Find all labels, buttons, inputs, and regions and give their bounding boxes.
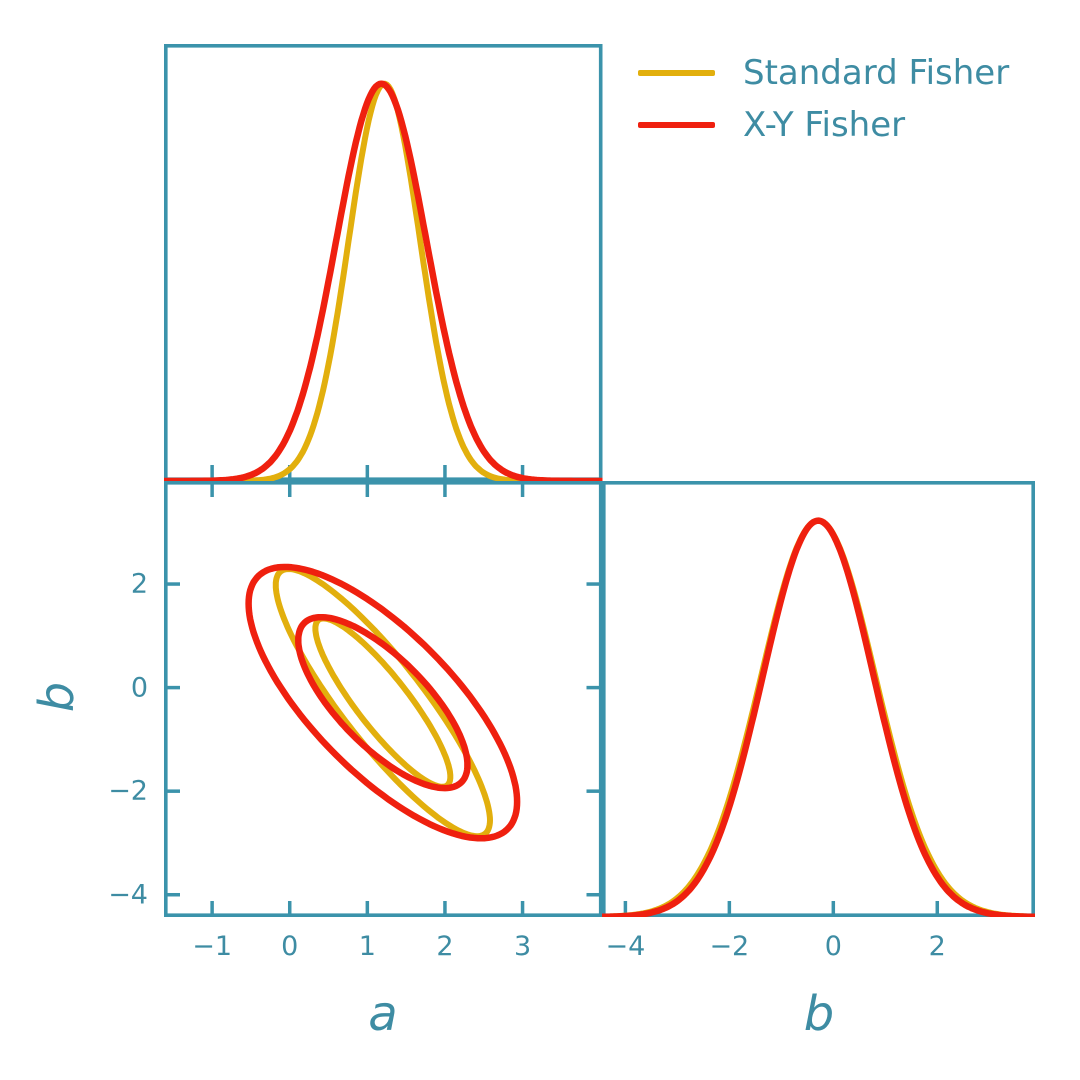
- tick-label: 2: [436, 931, 454, 962]
- legend-line-standard-fisher-icon: [638, 70, 715, 76]
- x-axis-label-a: a: [368, 986, 398, 1042]
- legend-label-standard-fisher: Standard Fisher: [743, 53, 1010, 93]
- tick-label: −4: [108, 879, 148, 911]
- panel-marginal-a: [164, 44, 603, 481]
- legend-line-xy-fisher-icon: [638, 122, 715, 128]
- tick-label: 1: [358, 931, 376, 962]
- tick-label: −4: [605, 931, 646, 962]
- legend: Standard Fisher X-Y Fisher: [638, 47, 1009, 151]
- y-axis-label-b: b: [29, 681, 85, 713]
- tick-label: −2: [108, 775, 148, 807]
- tick-label: 0: [281, 931, 299, 962]
- tick-label: −1: [192, 931, 233, 962]
- tick-label: 0: [130, 672, 148, 704]
- x-axis-label-b: b: [803, 986, 835, 1042]
- panel-joint-ab: [164, 481, 603, 917]
- tick-label: −2: [709, 931, 750, 962]
- legend-item-standard-fisher: Standard Fisher: [638, 47, 1009, 99]
- tick-label: 3: [513, 931, 532, 962]
- tick-label: 0: [824, 931, 842, 962]
- legend-item-xy-fisher: X-Y Fisher: [638, 99, 1009, 151]
- legend-label-xy-fisher: X-Y Fisher: [743, 105, 906, 145]
- tick-label: 2: [130, 568, 148, 600]
- panel-marginal-b: [602, 481, 1035, 917]
- tick-label: 2: [928, 931, 946, 962]
